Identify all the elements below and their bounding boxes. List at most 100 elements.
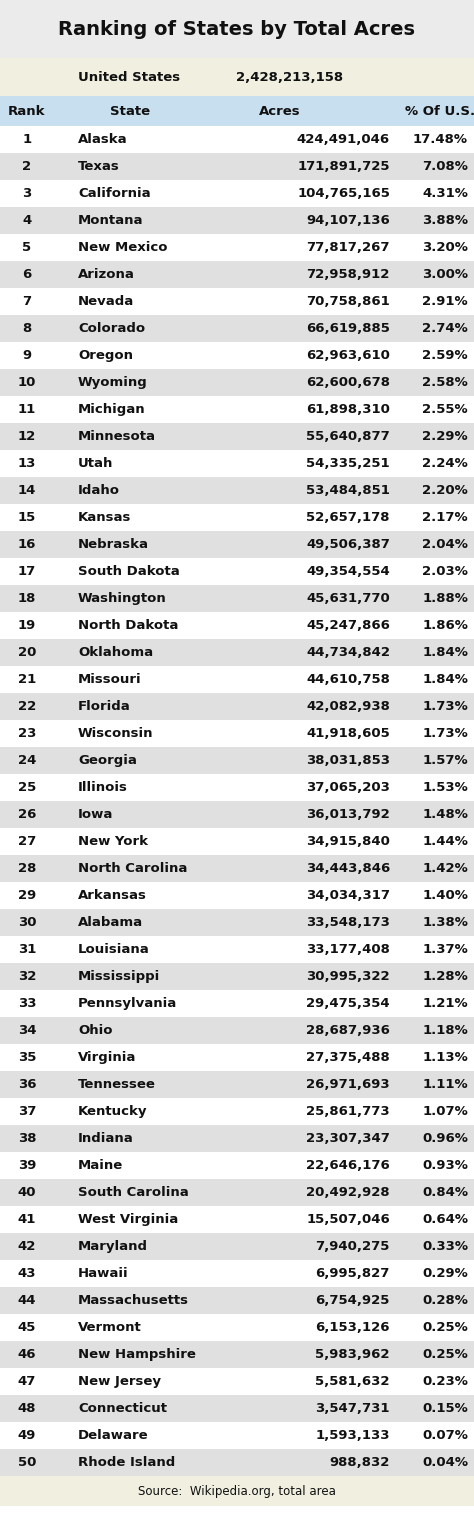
- Bar: [0, 262, 474, 288]
- Text: 38,031,853: 38,031,853: [306, 754, 390, 767]
- Text: 1.40%: 1.40%: [422, 889, 468, 903]
- Bar: [0, 693, 474, 721]
- Text: 0.15%: 0.15%: [422, 1401, 468, 1415]
- Bar: [0, 936, 474, 962]
- Bar: [0, 315, 474, 343]
- Text: 1: 1: [22, 133, 32, 145]
- Text: 8: 8: [22, 321, 32, 335]
- Text: 104,765,165: 104,765,165: [297, 187, 390, 200]
- Text: 0.64%: 0.64%: [422, 1213, 468, 1226]
- Text: 62,963,610: 62,963,610: [306, 349, 390, 363]
- Text: 2.04%: 2.04%: [422, 539, 468, 551]
- Text: 26,971,693: 26,971,693: [306, 1079, 390, 1091]
- Text: 5,581,632: 5,581,632: [316, 1375, 390, 1388]
- Text: 1.13%: 1.13%: [422, 1051, 468, 1063]
- Text: 2,428,213,158: 2,428,213,158: [237, 70, 344, 84]
- Text: 3.88%: 3.88%: [422, 214, 468, 226]
- Text: Minnesota: Minnesota: [78, 430, 156, 444]
- Bar: [0, 1395, 474, 1421]
- Text: 23: 23: [18, 727, 36, 741]
- Bar: [0, 1368, 474, 1395]
- Text: Delaware: Delaware: [78, 1429, 149, 1441]
- Text: Michigan: Michigan: [78, 402, 146, 416]
- Text: Colorado: Colorado: [78, 321, 145, 335]
- Text: 4.31%: 4.31%: [422, 187, 468, 200]
- Text: 36,013,792: 36,013,792: [306, 808, 390, 822]
- Text: 37,065,203: 37,065,203: [306, 780, 390, 794]
- Text: 0.93%: 0.93%: [422, 1160, 468, 1172]
- Text: Pennsylvania: Pennsylvania: [78, 998, 177, 1010]
- Bar: [0, 181, 474, 207]
- Text: 45,631,770: 45,631,770: [306, 592, 390, 604]
- Bar: [0, 503, 474, 531]
- Text: 23,307,347: 23,307,347: [306, 1132, 390, 1144]
- Text: 28,687,936: 28,687,936: [306, 1024, 390, 1037]
- Text: 1.38%: 1.38%: [422, 916, 468, 929]
- Text: 22: 22: [18, 701, 36, 713]
- Bar: [0, 1043, 474, 1071]
- Text: 45: 45: [18, 1320, 36, 1334]
- Text: 37: 37: [18, 1105, 36, 1118]
- Bar: [0, 343, 474, 369]
- Text: 0.33%: 0.33%: [422, 1239, 468, 1253]
- Text: 25,861,773: 25,861,773: [306, 1105, 390, 1118]
- Text: Connecticut: Connecticut: [78, 1401, 167, 1415]
- Text: 44,610,758: 44,610,758: [306, 673, 390, 685]
- Text: 3,547,731: 3,547,731: [316, 1401, 390, 1415]
- Text: 6: 6: [22, 268, 32, 282]
- Text: South Carolina: South Carolina: [78, 1186, 189, 1200]
- Text: 1.44%: 1.44%: [422, 835, 468, 848]
- Text: 20,492,928: 20,492,928: [306, 1186, 390, 1200]
- Bar: [0, 477, 474, 503]
- Bar: [0, 666, 474, 693]
- Text: 48: 48: [18, 1401, 36, 1415]
- Text: 1.88%: 1.88%: [422, 592, 468, 604]
- Text: % Of U.S.: % Of U.S.: [405, 104, 474, 118]
- Text: 33,548,173: 33,548,173: [306, 916, 390, 929]
- Text: 2.59%: 2.59%: [422, 349, 468, 363]
- Text: 45,247,866: 45,247,866: [306, 620, 390, 632]
- Text: South Dakota: South Dakota: [78, 565, 180, 578]
- Text: Iowa: Iowa: [78, 808, 113, 822]
- Text: Acres: Acres: [259, 104, 301, 118]
- Bar: [0, 747, 474, 774]
- Text: 19: 19: [18, 620, 36, 632]
- Bar: [0, 828, 474, 855]
- Text: 1.53%: 1.53%: [422, 780, 468, 794]
- Text: 10: 10: [18, 376, 36, 389]
- Text: 4: 4: [22, 214, 32, 226]
- Text: 7.08%: 7.08%: [422, 161, 468, 173]
- Bar: [0, 1421, 474, 1449]
- Bar: [0, 153, 474, 181]
- Text: Wisconsin: Wisconsin: [78, 727, 154, 741]
- Bar: [0, 0, 474, 58]
- Text: 2.29%: 2.29%: [422, 430, 468, 444]
- Text: 1.42%: 1.42%: [422, 861, 468, 875]
- Text: 46: 46: [18, 1348, 36, 1362]
- Text: United States: United States: [78, 70, 180, 84]
- Bar: [0, 1099, 474, 1125]
- Text: 22,646,176: 22,646,176: [306, 1160, 390, 1172]
- Text: 49: 49: [18, 1429, 36, 1441]
- Text: 0.07%: 0.07%: [422, 1429, 468, 1441]
- Bar: [0, 396, 474, 422]
- Text: Kansas: Kansas: [78, 511, 131, 523]
- Bar: [0, 1017, 474, 1043]
- Bar: [0, 881, 474, 909]
- Text: 1.28%: 1.28%: [422, 970, 468, 982]
- Text: 27,375,488: 27,375,488: [306, 1051, 390, 1063]
- Text: Mississippi: Mississippi: [78, 970, 160, 982]
- Text: 1.07%: 1.07%: [422, 1105, 468, 1118]
- Bar: [0, 1261, 474, 1287]
- Bar: [0, 612, 474, 640]
- Text: 42: 42: [18, 1239, 36, 1253]
- Text: 14: 14: [18, 483, 36, 497]
- Text: 30: 30: [18, 916, 36, 929]
- Text: 29,475,354: 29,475,354: [306, 998, 390, 1010]
- Text: 42,082,938: 42,082,938: [306, 701, 390, 713]
- Text: 2: 2: [22, 161, 32, 173]
- Text: 2.20%: 2.20%: [422, 483, 468, 497]
- Text: 1.84%: 1.84%: [422, 673, 468, 685]
- Text: West Virginia: West Virginia: [78, 1213, 178, 1226]
- Text: 41: 41: [18, 1213, 36, 1226]
